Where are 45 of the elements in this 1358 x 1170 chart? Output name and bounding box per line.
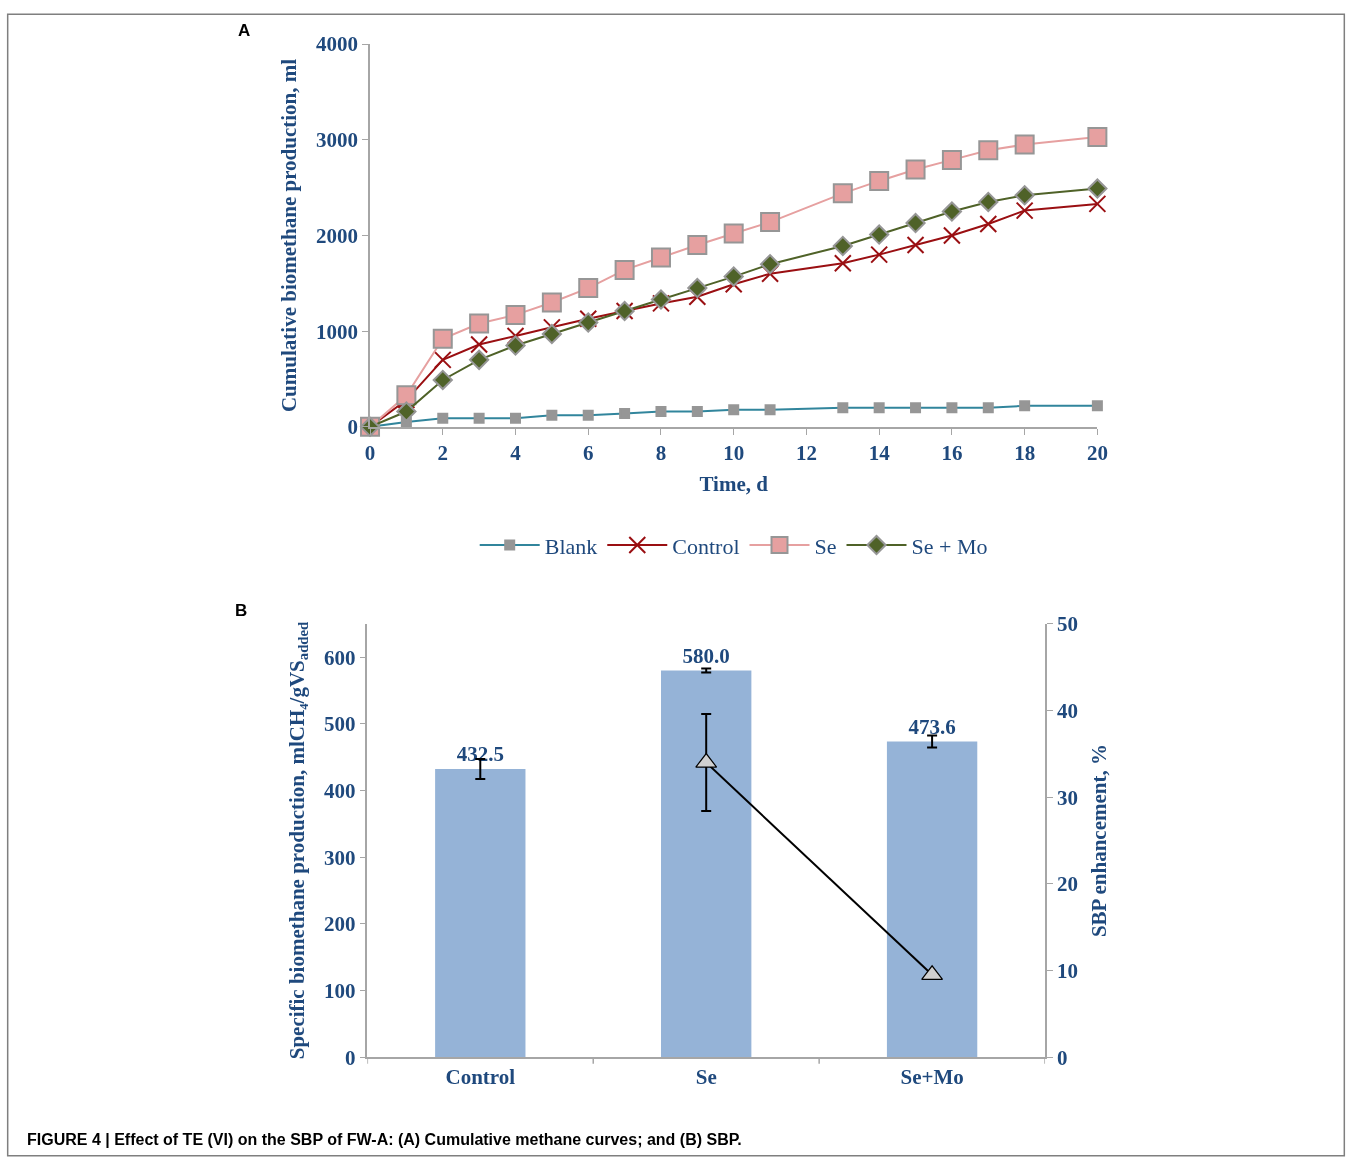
y2-tick-label: 40: [1057, 698, 1078, 723]
data-label: 432.5: [456, 741, 504, 766]
x-tick-label: Control: [445, 1065, 516, 1090]
y2-tick-label: 0: [1057, 1045, 1068, 1070]
x-tick-label: 18: [1014, 440, 1036, 465]
y2-tick-label: 20: [1057, 872, 1078, 897]
y-tick-label: 1000: [316, 319, 359, 344]
y-tick-label: 2000: [316, 223, 359, 248]
y-tick-label: 0: [347, 415, 359, 440]
y-tick-label: 200: [323, 912, 356, 937]
data-label: 580.0: [682, 643, 730, 668]
legend-label: Se + Mo: [911, 533, 988, 559]
x-tick-label: 20: [1086, 440, 1108, 465]
x-tick-label: 2: [437, 440, 449, 465]
caption: FIGURE 4 | Effect of TE (VI) on the SBP of FW-A: (A) Cumulative methane curves; and (B) SBP.: [27, 1131, 742, 1148]
chart-title: A: [238, 21, 251, 40]
x-tick-label: 0: [364, 440, 376, 465]
legend-label: Control: [672, 533, 740, 559]
y-tick-label: 3000: [316, 128, 359, 153]
legend-label: Se: [814, 533, 837, 559]
x-tick-label: 16: [941, 440, 963, 465]
y2-tick-label: 30: [1057, 785, 1078, 810]
y2-tick-label: 50: [1057, 612, 1078, 637]
x-tick-label: Se+Mo: [900, 1065, 964, 1090]
y-tick-label: 500: [323, 712, 356, 737]
x-tick-label: Se: [695, 1065, 717, 1090]
x-axis-title: Time, d: [699, 471, 769, 496]
y-tick-label: 300: [323, 845, 356, 870]
y-tick-label: 4000: [316, 32, 359, 57]
x-tick-label: 14: [868, 440, 891, 465]
data-label: 473.6: [908, 714, 956, 739]
y2-axis-title: SBP enhancement, %: [1086, 744, 1111, 938]
y-tick-label: 0: [344, 1045, 356, 1070]
chart-title: B: [235, 601, 248, 620]
y-tick-label: 600: [323, 645, 356, 670]
y-axis-title: Cumulative biomethane production, ml: [276, 58, 301, 413]
x-tick-label: 10: [723, 440, 745, 465]
x-tick-label: 6: [582, 440, 594, 465]
y-tick-label: 400: [323, 778, 356, 803]
x-tick-label: 8: [655, 440, 667, 465]
x-tick-label: 12: [795, 440, 817, 465]
x-tick-label: 4: [510, 440, 522, 465]
legend-label: Blank: [544, 533, 598, 559]
y-tick-label: 100: [323, 978, 356, 1003]
y2-tick-label: 10: [1057, 958, 1078, 983]
